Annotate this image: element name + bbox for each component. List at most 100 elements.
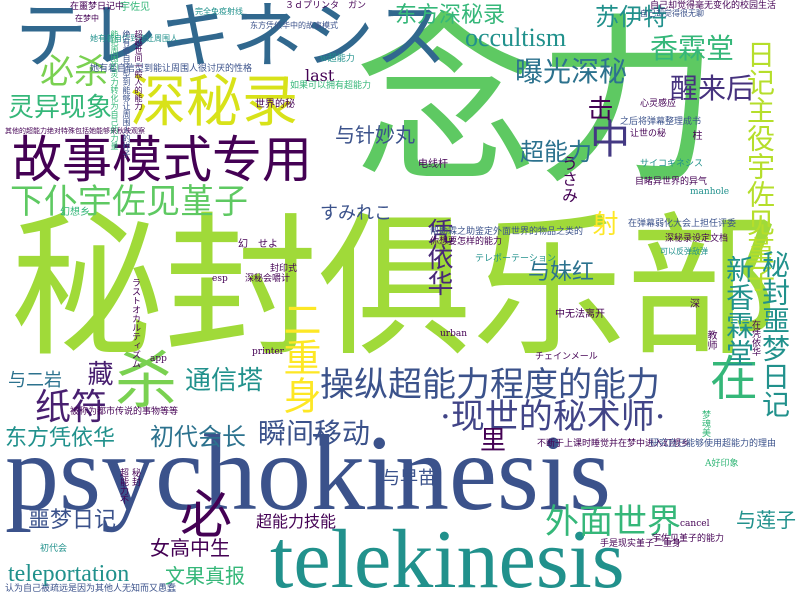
- word-modern-sorcerer: ·现世的秘术师·: [440, 397, 666, 437]
- small-word: app: [150, 354, 167, 364]
- small-word: 帮助霖之助鉴定外面世界的物品之类的: [430, 227, 584, 237]
- small-word: ラストオカルティズム: [130, 278, 140, 368]
- word-story-mode: 故事模式专用: [12, 131, 312, 189]
- small-word: 心灵感应: [640, 99, 677, 109]
- small-word: w超能力: [320, 54, 355, 64]
- word-bisha: 必杀: [40, 52, 108, 92]
- small-word: manhole: [690, 187, 730, 197]
- word-she: 射: [588, 210, 618, 236]
- word-hyouibana: 凭依华: [423, 218, 453, 296]
- word-schoolgirl: 女高中生: [150, 536, 230, 560]
- small-word: 如果可以拥有超能力: [290, 81, 372, 91]
- small-word: A好印象: [705, 459, 739, 469]
- small-word: 宇佐见堇子的能力: [652, 534, 725, 544]
- word-mifeng-club: 秘封俱乐部: [10, 199, 781, 378]
- word-with-shinmyoumaru: 与针妙丸: [335, 123, 415, 147]
- word-psychic: 超能力: [520, 138, 592, 166]
- small-word: 让世の秘: [630, 129, 667, 139]
- word-telekinesis: telekinesis: [270, 513, 625, 600]
- word-li: 里: [480, 426, 507, 456]
- small-word: 超能力不: [118, 468, 128, 504]
- small-word: 电线杆: [418, 159, 448, 170]
- word-with-mokou: 与妹红: [528, 260, 595, 285]
- word-bunbunmaru: 文果真报: [165, 564, 245, 588]
- small-word: printer: [252, 347, 284, 357]
- word-nightmare-diary: 噩梦日记: [28, 508, 117, 533]
- small-word: せよ: [258, 239, 278, 250]
- small-word: 深秘会嚼计: [245, 274, 291, 284]
- word-first-president: 初代会长: [150, 423, 246, 451]
- word-zang: 藏: [83, 360, 113, 386]
- word-touhou-shenmilu: 东方深秘录: [395, 3, 506, 28]
- small-word: 在弹幕弱化大会上担任评委: [628, 219, 737, 229]
- small-word: 之后将弹幕整理成书: [620, 117, 702, 127]
- small-word: 绝有着自信型到能够让周围人的样子: [122, 30, 131, 158]
- small-word: 你想要怎样的能力: [430, 237, 503, 247]
- word-suite: 苏伊特: [595, 3, 667, 31]
- word-last: last: [305, 66, 335, 85]
- small-word: 在噩梦日记中: [70, 2, 125, 12]
- word-tower: 通信塔: [185, 366, 264, 396]
- word-sumireko-kana: すみれこ: [320, 203, 392, 224]
- word-touhou-hyouibana: 东方凭依华: [5, 426, 116, 451]
- word-teleport: 瞬间移动: [258, 417, 371, 450]
- small-word: 其他的超能力绝对特殊包括她能够来秋映观察: [5, 127, 145, 135]
- small-word: 东方凭依华中的故事模式: [250, 21, 338, 30]
- word-operate-psychic: 操纵超能力程度的能力: [320, 365, 660, 405]
- word-doppelganger: 二重身: [277, 300, 321, 414]
- small-word: 她有着自信型到能让周围人很讨厌的性格: [90, 64, 253, 74]
- word-diary-protagonist: 日记主役宇佐见堇子: [743, 40, 776, 292]
- small-word: 幻想乡: [60, 207, 90, 218]
- small-word: 初代会: [40, 544, 68, 554]
- word-shenmilu: 深秘录: [130, 70, 298, 135]
- small-word: 深: [690, 299, 700, 310]
- word-zhong: 中: [590, 117, 630, 163]
- small-word: 自己却觉得毫无变化的校园生活: [650, 1, 777, 11]
- small-word: 深秘录设定文档: [665, 234, 729, 244]
- word-teleportation: teleportation: [8, 561, 130, 587]
- small-word: 手是现实堇子二重身: [600, 539, 682, 549]
- small-word: サイコキネシス: [640, 159, 704, 169]
- word-mifeng-nightmare: 秘封噩梦日记: [758, 250, 791, 418]
- small-word: 超越世间一般人的能力: [134, 30, 143, 110]
- small-word: 可以反弹敌弹: [660, 247, 708, 256]
- small-word: 柱: [690, 130, 701, 140]
- word-with-mamizou: 与二岩: [8, 370, 62, 391]
- small-word: 不断于上课时睡觉并在梦中进入幻想乡: [537, 439, 691, 449]
- word-with-renko: 与莲子: [736, 508, 796, 532]
- word-usami: うさみ: [559, 155, 578, 203]
- word-shin-kourindou: 新香霖堂: [722, 255, 755, 367]
- small-word: 世界的秘: [255, 99, 295, 110]
- small-word: 目睹异世界的异气: [635, 177, 708, 187]
- small-word: urban: [440, 329, 468, 339]
- small-word: 被称为都市传说的事物等等: [70, 407, 179, 417]
- word-after-waking: 醒来后: [670, 72, 755, 105]
- small-word: 秘封: [130, 468, 140, 486]
- word-paranormal: 灵异现象: [8, 93, 113, 123]
- small-word: 自己却觉得很无聊: [640, 9, 704, 18]
- small-word: 研究自己能够使用超能力的理由: [650, 439, 777, 449]
- word-psychokinesis: psychokinesis: [5, 414, 611, 533]
- word-expose-secret: 曝光深秘: [515, 55, 628, 88]
- small-word: 完全免疫射线: [195, 7, 243, 16]
- small-word: 封印式: [270, 264, 298, 274]
- small-word: 宇佐见: [120, 2, 150, 13]
- small-word: 能把周围的灵力转化为自己的力量: [110, 30, 119, 150]
- word-nianli: 念力: [355, 0, 719, 209]
- small-word: esp: [212, 274, 228, 284]
- word-sha: 杀: [115, 344, 178, 417]
- small-word: 认为自己被疏远是因为其他人无知而又愚蠢: [5, 584, 177, 594]
- word-telekinesis-kana: テレキネシス: [15, 0, 448, 78]
- small-word: 幻: [238, 239, 248, 250]
- small-word: 教师: [705, 330, 716, 350]
- small-word: テレポーテーション: [475, 254, 556, 264]
- word-bi: 必: [180, 486, 233, 546]
- small-word: 梦魂美: [700, 410, 710, 437]
- word-kourindou: 香霖堂: [650, 32, 735, 65]
- word-occultism: occultism: [465, 23, 567, 52]
- word-sumireko-servant: 下仆宇佐见堇子: [10, 182, 248, 222]
- small-word: 在凭依华: [750, 320, 760, 356]
- word-psychic-skill: 超能力技能: [256, 512, 337, 531]
- word-outside-world: 外面世界: [545, 502, 681, 542]
